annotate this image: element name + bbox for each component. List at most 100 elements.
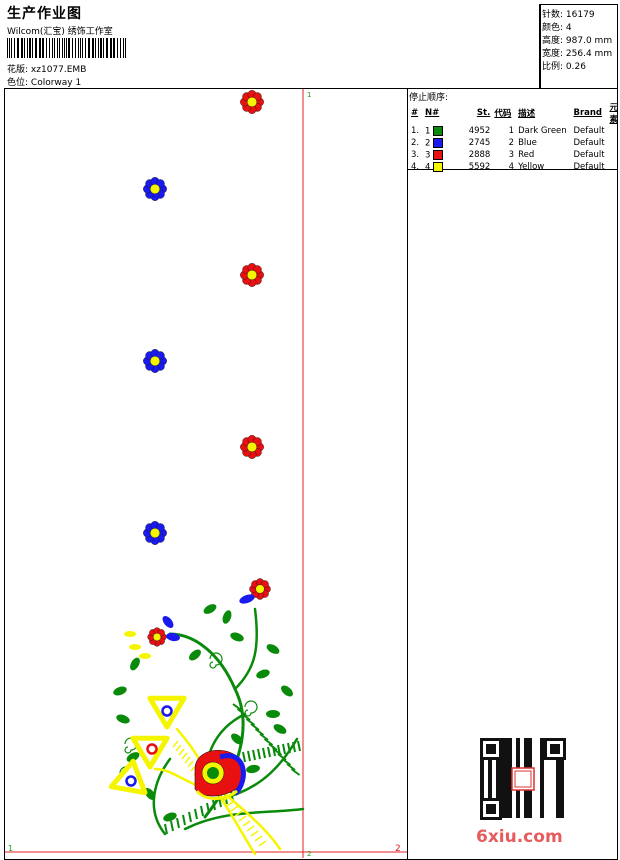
qr-module [524, 742, 528, 746]
table-row: 2. 2 2745 2 Blue Default [409, 137, 620, 149]
qr-module [516, 814, 520, 818]
flower-center [149, 183, 160, 194]
frond-tick [263, 738, 274, 746]
qr-module [496, 790, 500, 794]
qr-module [508, 790, 512, 794]
blue-petal [162, 616, 174, 628]
yellow-sprig [124, 631, 136, 637]
barcode-bar [78, 38, 79, 58]
qr-module [496, 770, 500, 774]
small-flower-blue [143, 177, 167, 201]
qr-module [524, 810, 528, 814]
frond-tick [206, 802, 210, 814]
qr-module [488, 794, 492, 798]
qr-module [496, 786, 500, 790]
barcode-bar [11, 38, 12, 58]
qr-module [524, 790, 528, 794]
studio-name: Wilcom(汇宝) 绣饰工作室 [7, 27, 113, 37]
large-flower [194, 749, 246, 800]
barcode-bar [75, 38, 76, 58]
leaf [281, 685, 293, 697]
barcode-bar [80, 38, 81, 58]
qr-module [488, 774, 492, 778]
qr-module [560, 770, 564, 774]
tendril [209, 652, 223, 669]
qr-module [508, 758, 512, 762]
qr-module [516, 806, 520, 810]
needle-number: 3 [424, 150, 431, 161]
stop-sequence-title: 停止顺序: [409, 93, 449, 103]
qr-module [508, 746, 512, 750]
qr-module [528, 794, 532, 798]
barcode-bar [85, 38, 86, 58]
qr-module [524, 746, 528, 750]
qr-module [488, 762, 492, 766]
qr-module [540, 766, 544, 770]
qr-module [556, 790, 560, 794]
yellow-tick [181, 752, 188, 760]
qr-module [496, 762, 500, 766]
qr-module [508, 814, 512, 818]
flower-center [152, 632, 162, 642]
row-index: 4. [411, 162, 420, 172]
large-flower-blue-petal [219, 753, 246, 796]
qr-module [516, 802, 520, 806]
qr-module [504, 786, 508, 790]
color-swatch [433, 137, 444, 148]
yellow-tick [187, 760, 194, 768]
small-flower-red [240, 263, 264, 287]
qr-module [556, 810, 560, 814]
qr-module [504, 782, 508, 786]
qr-module [496, 794, 500, 798]
qr-module [504, 742, 508, 746]
frond-tick [292, 741, 296, 753]
qr-module [528, 810, 532, 814]
qr-module [504, 806, 508, 810]
col-header-description: 描述 [518, 109, 536, 119]
barcode-bar [103, 38, 104, 58]
vine-stem [233, 607, 259, 691]
yellow-tick [242, 820, 251, 827]
qr-module [560, 814, 564, 818]
frond-tick [272, 745, 276, 757]
yellow-tick [184, 756, 191, 764]
small-flower-red [240, 435, 264, 459]
qr-module [504, 746, 508, 750]
qr-module [540, 806, 544, 810]
qr-module [540, 810, 544, 814]
frond-tick [194, 808, 198, 820]
qr-module [524, 738, 528, 742]
barcode-bar [123, 38, 124, 58]
frond-tick [164, 823, 168, 835]
qr-module [504, 794, 508, 798]
barcode-bar [113, 38, 115, 58]
qr-module [524, 794, 528, 798]
qr-seal-inner [514, 770, 532, 788]
qr-module [508, 802, 512, 806]
qr-module [508, 738, 512, 742]
qr-module [556, 806, 560, 810]
qr-module [528, 742, 532, 746]
qr-module [508, 750, 512, 754]
barcode-bar [49, 38, 50, 58]
qr-module [480, 770, 484, 774]
yellow-tick [258, 840, 267, 847]
qr-module [524, 750, 528, 754]
qr-module [480, 794, 484, 798]
width-row: 宽度: 256.4 mm [542, 46, 612, 59]
qr-module [488, 786, 492, 790]
qr-module [540, 738, 544, 742]
header-box [4, 4, 540, 89]
frond-tick [262, 747, 266, 759]
table-row: 3. 3 2888 3 Red Default [409, 149, 620, 161]
frond-tick [259, 733, 269, 741]
frond-tick [236, 708, 247, 716]
scale-label: 比例: [542, 62, 564, 72]
element-cell [607, 149, 620, 161]
frond-tick [252, 749, 256, 761]
stitch-count-row: 针数: 16179 [542, 7, 595, 20]
col-header-stitches: St. [476, 108, 491, 118]
qr-module [480, 790, 484, 794]
qr-module [488, 790, 492, 794]
qr-module [540, 754, 544, 758]
